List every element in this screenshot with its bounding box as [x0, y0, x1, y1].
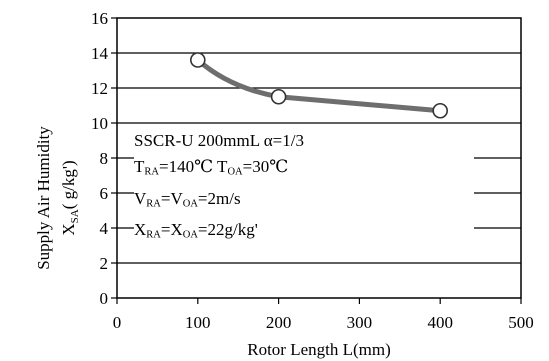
x-tick-label: 200	[266, 313, 292, 332]
y-tick-label: 0	[100, 289, 109, 308]
y-axis-title: Supply Air Humidity XSA( g/kg')	[34, 126, 81, 270]
series-markers	[190, 52, 449, 119]
annotation-v-ra-subscript: RA	[146, 198, 161, 210]
y-axis-title-line2: XSA( g/kg')	[59, 160, 81, 235]
annotation-line-1: SSCR-U 200mmL α=1/3	[134, 131, 304, 150]
annotation-v-value: =2m/s	[197, 188, 241, 208]
y-tick-label: 16	[91, 9, 108, 28]
x-tick-label: 400	[427, 313, 453, 332]
y-axis-ticks: 0 2 4 6 8 10 12 14 16	[91, 9, 117, 308]
x-axis-title: Rotor Length L(mm)	[247, 340, 391, 359]
annotation-t-symbol-2: T	[217, 157, 228, 176]
annotation-line-3: VRA=VOA=2m/s	[134, 186, 474, 218]
data-point	[270, 88, 287, 105]
data-point	[190, 52, 206, 68]
series-line	[196, 58, 441, 114]
annotation-t-symbol: T	[134, 157, 145, 176]
y-tick-label: 10	[91, 114, 108, 133]
x-tick-label: 500	[508, 313, 534, 332]
y-axis-title-unit: ( g/kg')	[59, 160, 78, 209]
data-point	[432, 102, 449, 119]
x-tick-label: 0	[113, 313, 122, 332]
annotation-t-oa-value: =30℃	[242, 157, 289, 176]
y-tick-label: 8	[100, 149, 109, 168]
annotation-x-oa-subscript: OA	[182, 229, 198, 241]
annotation-t-ra-subscript: RA	[144, 166, 159, 178]
annotation-x-ra-subscript: RA	[146, 229, 161, 241]
y-axis-title-line1: Supply Air Humidity	[34, 126, 53, 270]
x-tick-label: 300	[347, 313, 373, 332]
x-tick-label: 100	[185, 313, 211, 332]
y-tick-label: 6	[100, 184, 109, 203]
y-axis-title-symbol: X	[59, 223, 78, 235]
annotation-t-oa-subscript: OA	[227, 166, 243, 178]
annotation-v-oa-subscript: OA	[182, 198, 198, 210]
annotation-box: SSCR-U 200mmL α=1/3 TRA=140℃ TOA=30℃ VRA…	[134, 128, 474, 249]
y-tick-label: 4	[100, 219, 109, 238]
y-tick-label: 2	[100, 254, 109, 273]
annotation-line-2: TRA=140℃ TOA=30℃	[134, 154, 474, 186]
annotation-line-4: XRA=XOA=22g/kg'	[134, 217, 474, 249]
annotation-v-symbol: V	[134, 188, 147, 208]
y-tick-label: 14	[91, 44, 109, 63]
y-tick-label: 12	[91, 79, 108, 98]
annotation-x-equals: =X	[160, 220, 183, 240]
annotation-v-equals: =V	[160, 188, 183, 208]
annotation-x-symbol: X	[134, 220, 147, 240]
y-axis-title-subscript: SA	[69, 209, 81, 223]
x-axis-ticks: 0 100 200 300 400 500	[113, 298, 534, 332]
annotation-x-value: =22g/kg'	[197, 220, 258, 240]
annotation-t-ra-value: =140℃	[158, 157, 218, 176]
